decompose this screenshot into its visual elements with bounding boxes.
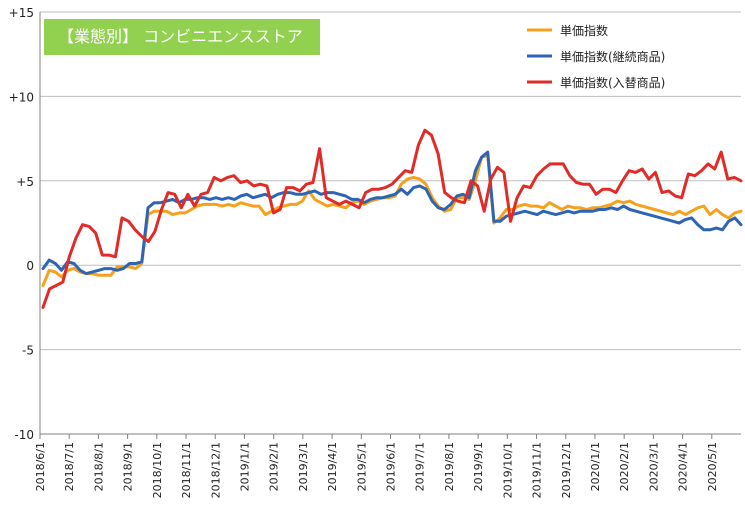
x-tick-label: 2018/11/1 (180, 442, 193, 498)
y-tick-label: 0 (26, 259, 34, 273)
y-tick-label: -5 (22, 344, 34, 358)
x-tick-label: 2018/10/1 (151, 442, 164, 498)
x-tick-label: 2018/9/1 (122, 442, 135, 491)
series-line-3 (41, 128, 743, 309)
series-line-2 (41, 150, 743, 276)
x-tick-label: 2020/5/1 (706, 442, 719, 491)
x-tick-label: 2019/4/1 (326, 442, 339, 491)
legend-label: 単価指数(入替商品) (560, 75, 665, 90)
chart-title: 【業態別】 コンビニエンスストア (44, 19, 320, 55)
x-tick-label: 2018/7/1 (63, 442, 76, 491)
legend-label: 単価指数 (560, 23, 608, 38)
x-tick-label: 2019/5/1 (355, 442, 368, 491)
y-tick-label: +15 (9, 6, 34, 20)
y-tick-label: +5 (16, 175, 34, 189)
x-tick-label: 2020/3/1 (647, 442, 660, 491)
x-tick-label: 2020/2/1 (618, 442, 631, 491)
x-tick-label: 2019/11/1 (531, 442, 544, 498)
x-tick-label: 2019/3/1 (297, 442, 310, 491)
x-tick-label: 2019/6/1 (385, 442, 398, 491)
x-tick-label: 2018/12/1 (209, 442, 222, 498)
x-tick-label: 2020/4/1 (677, 442, 690, 491)
x-tick-label: 2019/10/1 (501, 442, 514, 498)
x-tick-label: 2019/12/1 (560, 442, 573, 498)
x-tick-label: 2018/8/1 (92, 442, 105, 491)
x-tick-label: 2019/2/1 (268, 442, 281, 491)
x-tick-label: 2019/1/1 (238, 442, 251, 491)
x-tick-label: 2019/8/1 (443, 442, 456, 491)
x-tick-label: 2020/1/1 (589, 442, 602, 491)
x-tick-label: 2019/9/1 (472, 442, 485, 491)
y-tick-label: +10 (9, 90, 34, 104)
y-tick-label: -10 (14, 428, 34, 442)
x-tick-label: 2018/6/1 (34, 442, 47, 491)
series-line-1 (41, 154, 743, 287)
legend-label: 単価指数(継続商品) (560, 49, 665, 64)
x-tick-label: 2019/7/1 (414, 442, 427, 491)
